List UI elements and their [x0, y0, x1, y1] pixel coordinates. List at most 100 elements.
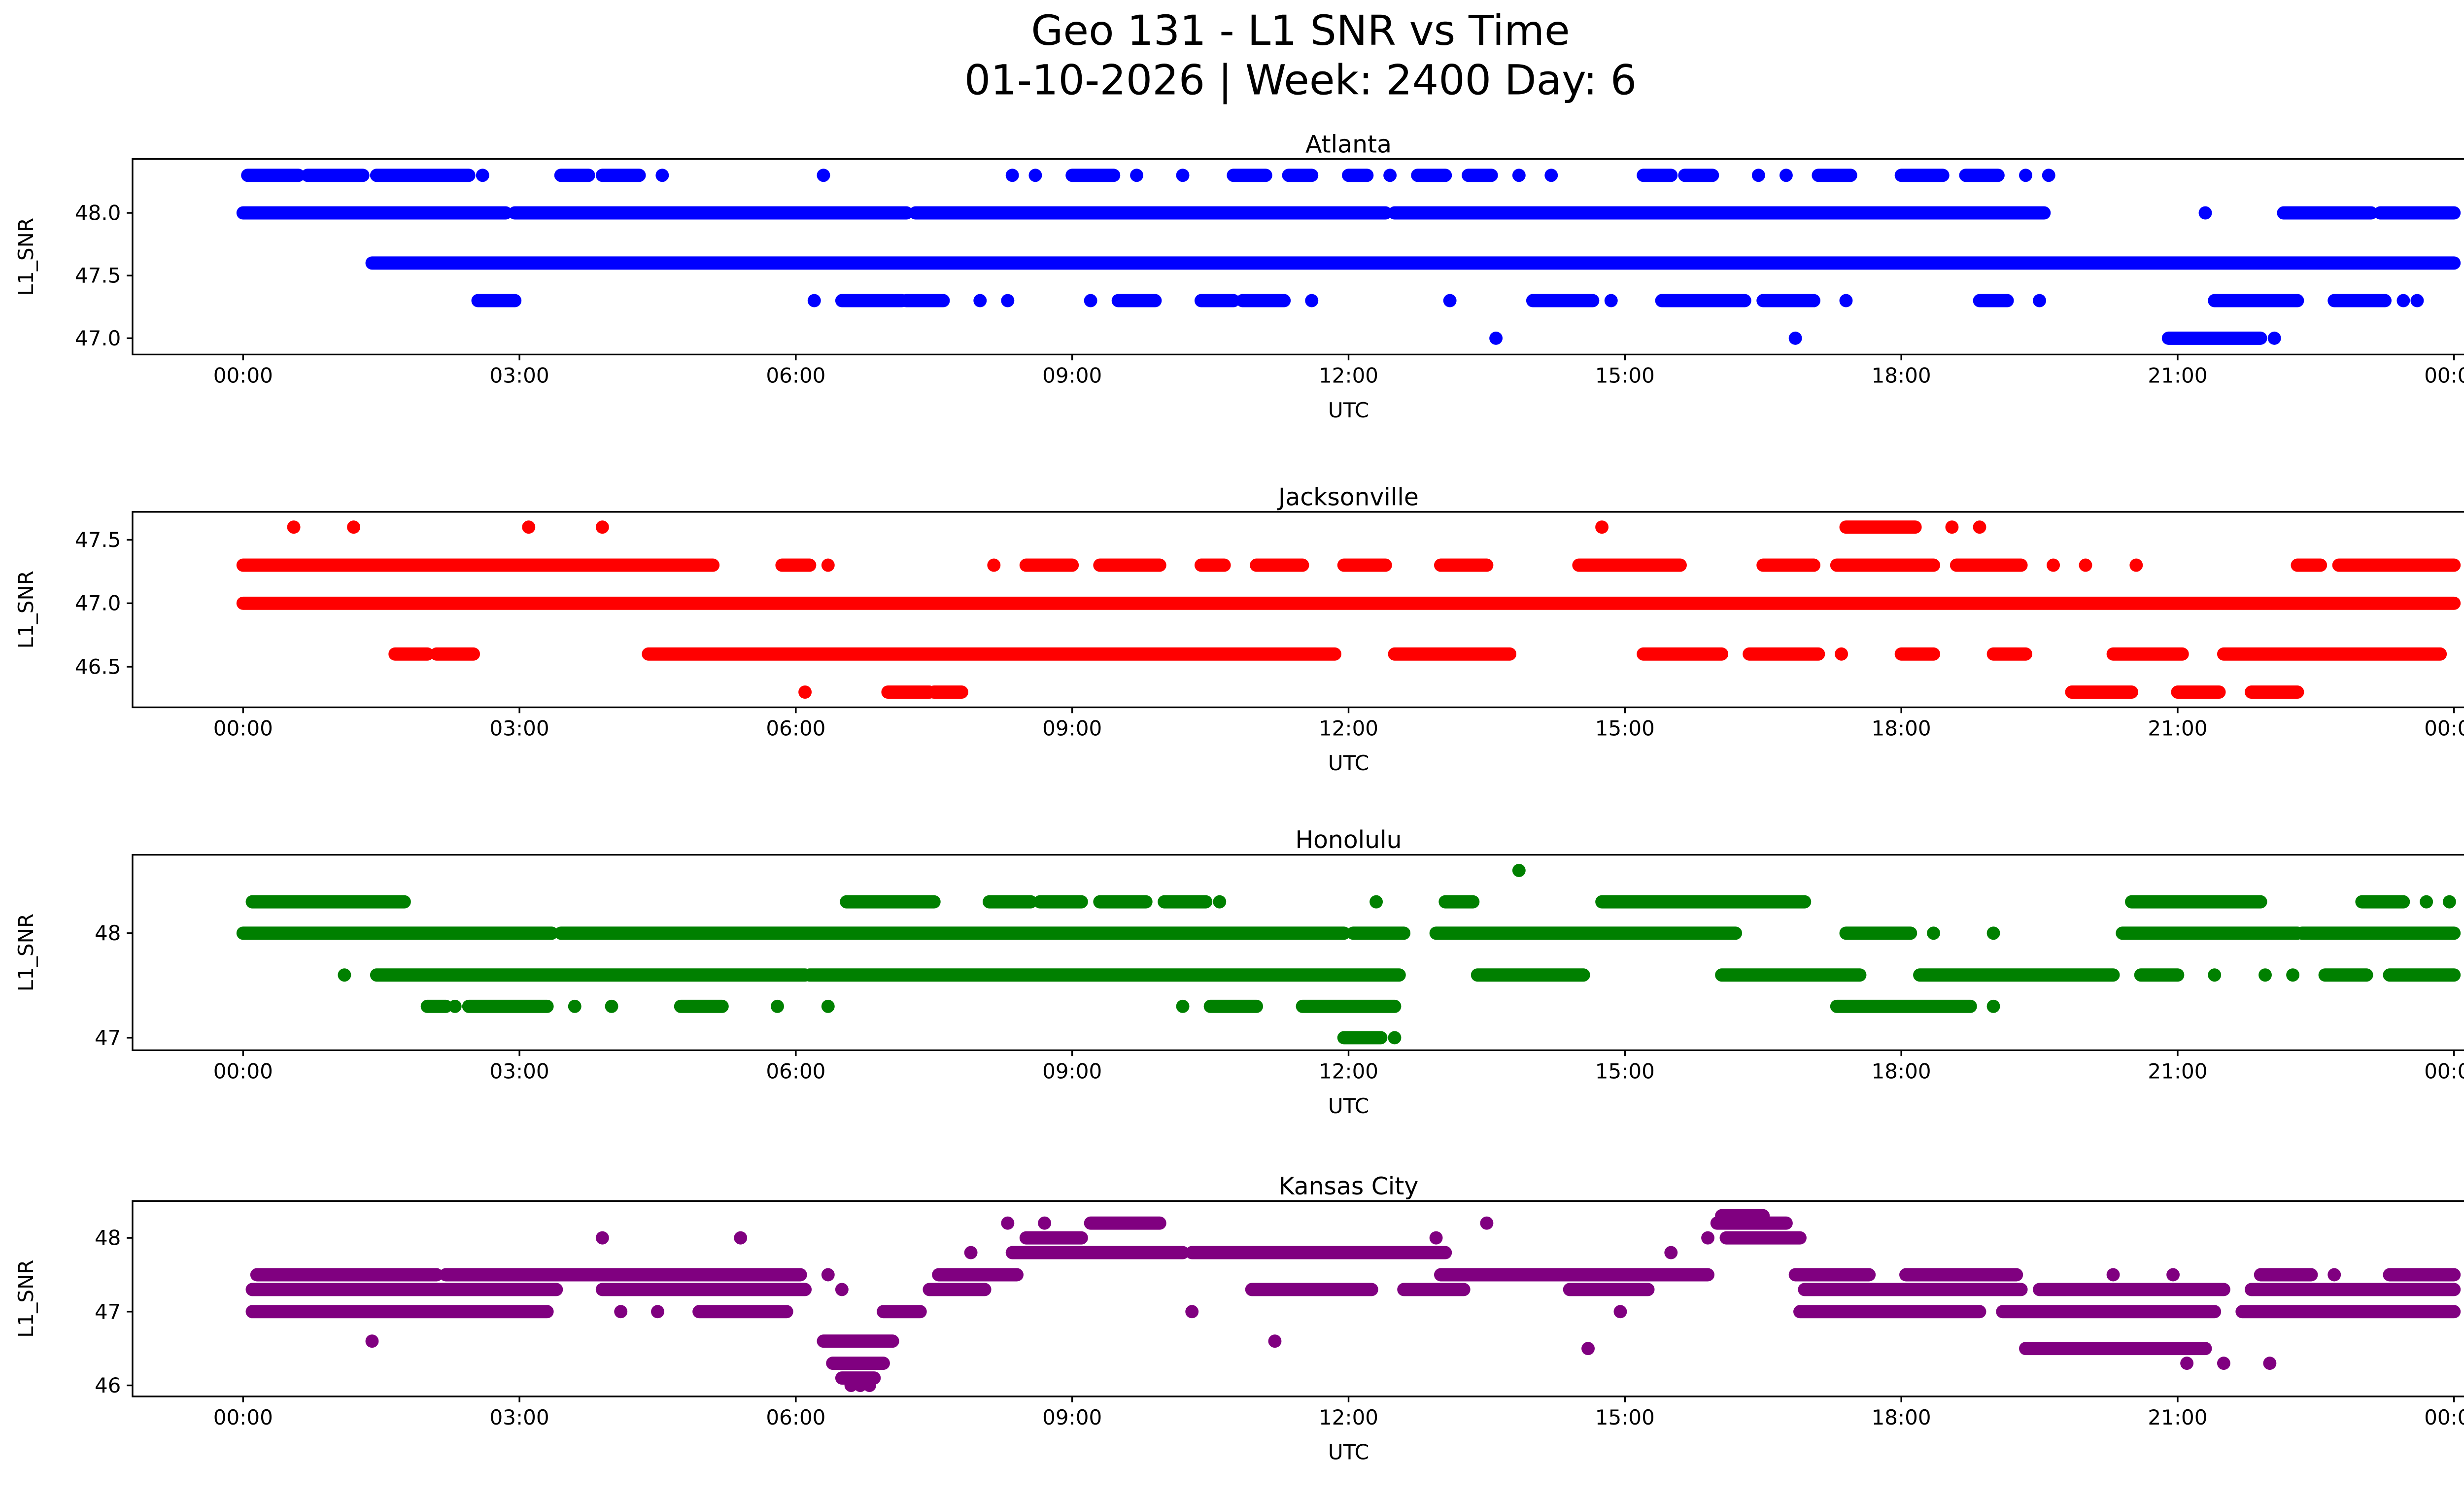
- scatter-point: [1084, 294, 1097, 307]
- scatter-point: [365, 1334, 379, 1348]
- scatter-point: [862, 1379, 876, 1392]
- scatter-point: [1001, 1216, 1015, 1230]
- scatter-point: [2208, 968, 2222, 982]
- subplot-title-jacksonville: Jacksonville: [1278, 485, 1419, 512]
- x-tick-label: 00:00: [2424, 364, 2464, 388]
- scatter-point: [1544, 169, 1558, 182]
- scatter-point: [1489, 331, 1503, 345]
- scatter-point: [2106, 1268, 2120, 1282]
- subplot-honolulu: 47 48 00:00 03:00 06:00 09:00 12:00 15:00 18:00 2…: [0, 827, 2464, 1150]
- scatter-point: [1369, 895, 1383, 909]
- scatter-point: [1927, 926, 1940, 940]
- x-tick-label: 12:00: [1319, 716, 1378, 741]
- scatter-point: [1613, 1305, 1627, 1319]
- scatter-point: [651, 1305, 664, 1319]
- scatter-point: [2042, 169, 2055, 182]
- y-tick-label: 47.0: [75, 591, 121, 615]
- scatter-point: [605, 999, 618, 1013]
- x-axis-label: UTC: [1328, 751, 1369, 775]
- y-tick-label: 46.5: [75, 655, 121, 679]
- scatter-point: [1305, 294, 1319, 307]
- scatter-point: [2267, 331, 2281, 345]
- x-tick-label: 06:00: [766, 1405, 825, 1429]
- x-tick-label: 18:00: [1872, 1059, 1931, 1084]
- scatter-point: [2420, 895, 2433, 909]
- scatter-point: [817, 169, 830, 182]
- scatter-point: [287, 520, 301, 534]
- scatter-point: [1213, 895, 1227, 909]
- scatter-point: [1429, 1231, 1443, 1245]
- scatter-point: [821, 1268, 835, 1282]
- x-axis-label: UTC: [1328, 1440, 1369, 1464]
- scatter-point: [2327, 1268, 2341, 1282]
- honolulu-scatter-plot: 47 48 00:00 03:00 06:00 09:00 12:00 15:00 18:00 2…: [14, 854, 2464, 1118]
- scatter-point: [2198, 206, 2212, 220]
- scatter-point: [798, 685, 812, 699]
- scatter-point: [1973, 520, 1986, 534]
- scatter-point: [1581, 1342, 1595, 1356]
- figure-title-line2: 01-10-2026 | Week: 2400 Day: 6: [964, 56, 1637, 104]
- scatter-point: [1986, 926, 2000, 940]
- scatter-point: [1945, 520, 1959, 534]
- x-tick-label: 00:00: [2424, 716, 2464, 741]
- scatter-point: [1443, 294, 1457, 307]
- scatter-point: [1751, 169, 1765, 182]
- x-tick-label: 21:00: [2148, 716, 2207, 741]
- x-tick-label: 21:00: [2148, 1059, 2207, 1084]
- jacksonville-scatter-plot: 46.5 47.0 47.5 00:00 03:00 06:00 09:00 12:00 15:…: [14, 511, 2464, 775]
- x-axis-label: UTC: [1328, 398, 1369, 422]
- scatter-point: [2047, 558, 2060, 572]
- scatter-point: [614, 1305, 628, 1319]
- subplot-kansas-city: 46 47 48 00:00 03:00 06:00 09:00 12:00 15:00 18:0…: [0, 1173, 2464, 1496]
- scatter-point: [734, 1231, 748, 1245]
- scatter-point: [2259, 968, 2272, 982]
- scatter-point: [1176, 169, 1190, 182]
- plot-area: [132, 854, 2464, 1052]
- scatter-point: [2129, 558, 2143, 572]
- scatter-point: [2019, 169, 2032, 182]
- atlanta-scatter-plot: 47.0 47.5 48.0 00:00 03:00 06:00 09:00 12:00 15:…: [14, 158, 2464, 422]
- y-tick-label: 48: [95, 921, 121, 945]
- x-tick-label: 18:00: [1872, 364, 1931, 388]
- y-tick-label: 47.5: [75, 264, 121, 288]
- scatter-point: [2217, 1357, 2230, 1370]
- y-tick-label: 47: [95, 1299, 121, 1324]
- subplot-title-kansas-city: Kansas City: [1278, 1174, 1419, 1201]
- scatter-point: [2079, 558, 2092, 572]
- scatter-point: [1480, 1216, 1494, 1230]
- x-tick-label: 00:00: [213, 1405, 273, 1429]
- plot-area: [132, 1200, 2464, 1397]
- y-axis-label: L1_SNR: [14, 571, 38, 648]
- scatter-point: [973, 294, 987, 307]
- x-tick-label: 12:00: [1319, 1059, 1378, 1084]
- scatter-point: [1780, 169, 1793, 182]
- scatter-point: [1664, 1246, 1678, 1259]
- y-axis-label: L1_SNR: [14, 1259, 38, 1337]
- x-tick-label: 15:00: [1595, 716, 1655, 741]
- scatter-point: [1604, 294, 1618, 307]
- y-tick-label: 47: [95, 1025, 121, 1050]
- scatter-point: [2286, 968, 2300, 982]
- y-tick-label: 46: [95, 1373, 121, 1397]
- x-tick-label: 03:00: [490, 1405, 549, 1429]
- x-tick-label: 09:00: [1042, 364, 1102, 388]
- scatter-point: [1268, 1334, 1282, 1348]
- x-tick-label: 21:00: [2148, 1405, 2207, 1429]
- subplot-title-honolulu: Honolulu: [1295, 828, 1402, 855]
- scatter-point: [2263, 1357, 2277, 1370]
- scatter-point: [2166, 1268, 2180, 1282]
- scatter-point: [522, 520, 536, 534]
- x-tick-label: 15:00: [1595, 1059, 1655, 1084]
- scatter-point: [835, 1283, 849, 1296]
- scatter-point: [2033, 294, 2046, 307]
- scatter-point: [1028, 169, 1042, 182]
- scatter-point: [1005, 169, 1019, 182]
- scatter-point: [1176, 999, 1190, 1013]
- x-tick-label: 03:00: [490, 716, 549, 741]
- scatter-point: [655, 169, 669, 182]
- subplot-jacksonville: 46.5 47.0 47.5 00:00 03:00 06:00 09:00 12:00 15:…: [0, 484, 2464, 807]
- scatter-point: [987, 558, 1001, 572]
- scatter-point: [771, 999, 784, 1013]
- x-tick-label: 00:00: [213, 716, 273, 741]
